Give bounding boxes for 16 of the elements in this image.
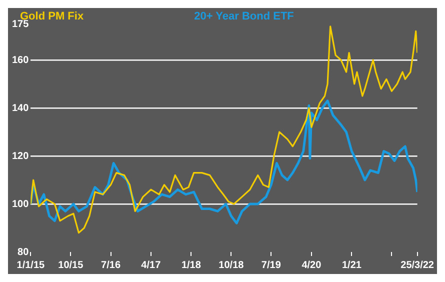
y-tick-label: 140: [12, 102, 30, 114]
y-tick-label: 160: [12, 54, 30, 66]
x-tick-label: 7/16: [101, 260, 121, 271]
x-tick-label: 10/18: [218, 260, 244, 271]
x-tick-label: 4/17: [141, 260, 162, 271]
x-tick-label: 25/3/22: [400, 260, 434, 271]
y-tick-label: 100: [12, 198, 30, 210]
x-tick-label: 1/1/15: [16, 260, 46, 271]
y-tick-label: 120: [12, 150, 30, 162]
x-tick-label: 4/20: [302, 260, 322, 271]
x-tick-label: 7/19: [261, 260, 282, 271]
x-tick-label: 1/21: [342, 260, 362, 271]
y-tick-label: 80: [18, 246, 30, 258]
x-tick-label: 1/18: [181, 260, 202, 271]
x-tick-label: 10/15: [58, 260, 84, 271]
text: 20+ Year Bond ETF: [194, 10, 294, 23]
